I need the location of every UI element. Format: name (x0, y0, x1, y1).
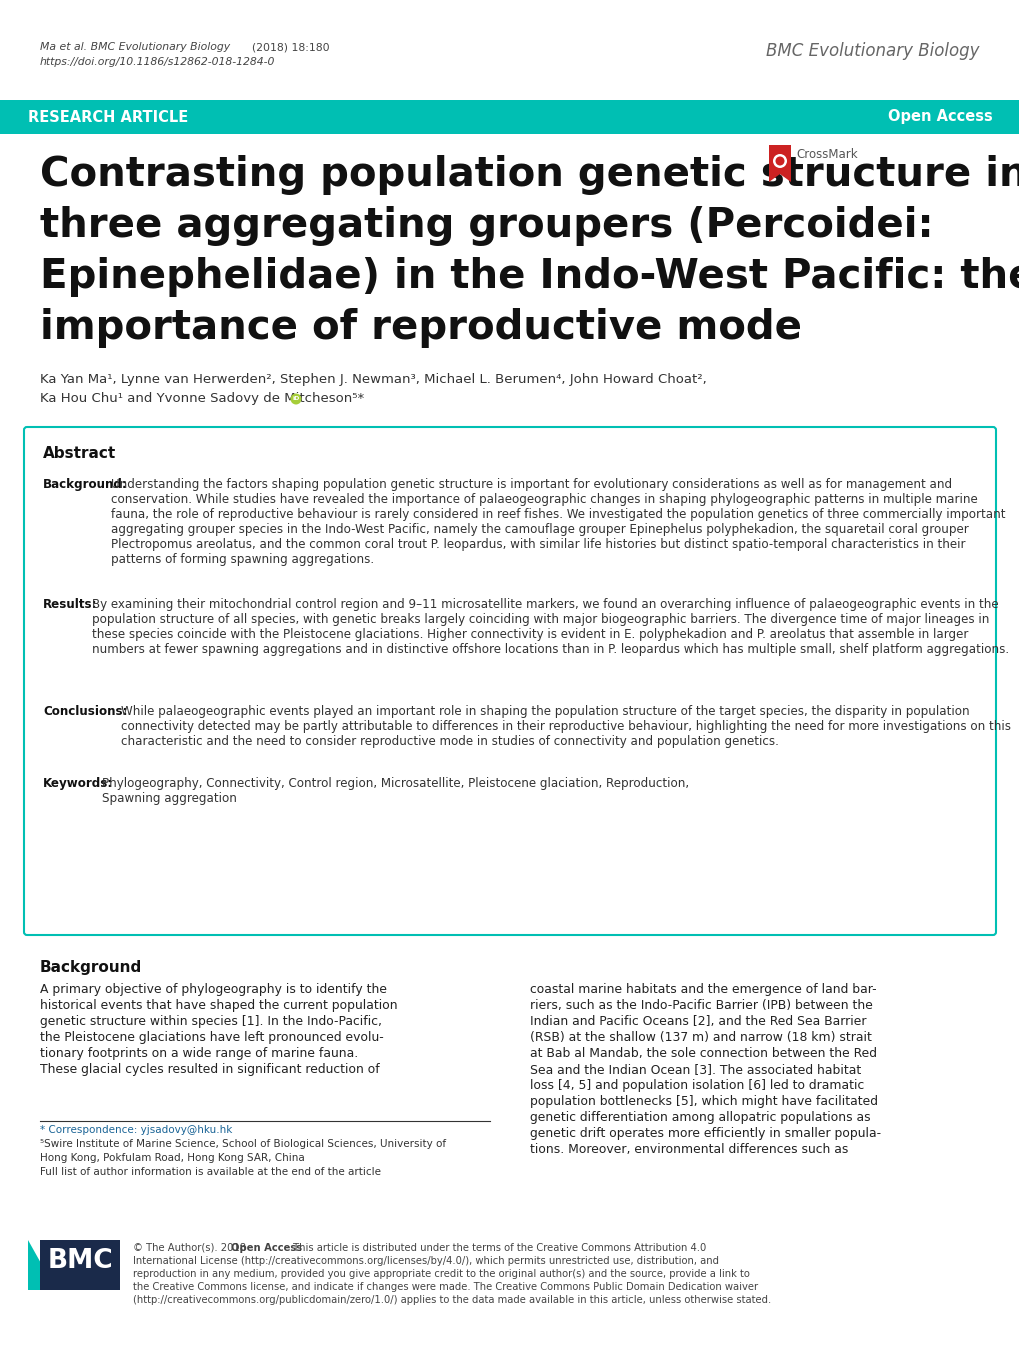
Text: Contrasting population genetic structure in: Contrasting population genetic structure… (40, 154, 1019, 195)
Text: iD: iD (292, 397, 300, 401)
Text: at Bab al Mandab, the sole connection between the Red: at Bab al Mandab, the sole connection be… (530, 1047, 876, 1060)
Text: genetic drift operates more efficiently in smaller popula-: genetic drift operates more efficiently … (530, 1127, 880, 1140)
Text: CrossMark: CrossMark (795, 148, 857, 161)
Circle shape (772, 154, 787, 168)
Text: genetic differentiation among allopatric populations as: genetic differentiation among allopatric… (530, 1111, 870, 1125)
Text: Hong Kong, Pokfulam Road, Hong Kong SAR, China: Hong Kong, Pokfulam Road, Hong Kong SAR,… (40, 1153, 305, 1163)
Bar (40, 1240, 120, 1290)
Text: Background:: Background: (43, 478, 127, 491)
Text: While palaeogeographic events played an important role in shaping the population: While palaeogeographic events played an … (121, 705, 1010, 748)
Text: population bottlenecks [5], which might have facilitated: population bottlenecks [5], which might … (530, 1095, 877, 1108)
Text: Understanding the factors shaping population genetic structure is important for : Understanding the factors shaping popula… (111, 478, 1005, 566)
Text: Phylogeography, Connectivity, Control region, Microsatellite, Pleistocene glacia: Phylogeography, Connectivity, Control re… (102, 776, 689, 805)
Text: Ma et al. BMC Evolutionary Biology: Ma et al. BMC Evolutionary Biology (40, 42, 230, 51)
Text: © The Author(s). 2018: © The Author(s). 2018 (132, 1243, 249, 1253)
Text: the Pleistocene glaciations have left pronounced evolu-: the Pleistocene glaciations have left pr… (40, 1031, 383, 1043)
Text: loss [4, 5] and population isolation [6] led to dramatic: loss [4, 5] and population isolation [6]… (530, 1079, 863, 1092)
Text: RESEARCH ARTICLE: RESEARCH ARTICLE (28, 110, 189, 125)
Text: Ka Hou Chu¹ and Yvonne Sadovy de Mitcheson⁵*: Ka Hou Chu¹ and Yvonne Sadovy de Mitches… (40, 392, 364, 405)
Text: three aggregating groupers (Percoidei:: three aggregating groupers (Percoidei: (40, 206, 932, 247)
Polygon shape (28, 1240, 56, 1290)
Text: Keywords:: Keywords: (43, 776, 113, 790)
Text: Background: Background (40, 959, 142, 976)
Text: Full list of author information is available at the end of the article: Full list of author information is avail… (40, 1167, 381, 1177)
Text: This article is distributed under the terms of the Creative Commons Attribution : This article is distributed under the te… (289, 1243, 705, 1253)
Text: (http://creativecommons.org/publicdomain/zero/1.0/) applies to the data made ava: (http://creativecommons.org/publicdomain… (132, 1295, 770, 1305)
Text: reproduction in any medium, provided you give appropriate credit to the original: reproduction in any medium, provided you… (132, 1270, 749, 1279)
Text: (RSB) at the shallow (137 m) and narrow (18 km) strait: (RSB) at the shallow (137 m) and narrow … (530, 1031, 871, 1043)
Text: Indian and Pacific Oceans [2], and the Red Sea Barrier: Indian and Pacific Oceans [2], and the R… (530, 1015, 866, 1028)
Text: Results:: Results: (43, 598, 98, 611)
Text: Open Access: Open Access (230, 1243, 302, 1253)
Bar (0, 100, 1019, 134)
Text: Conclusions:: Conclusions: (43, 705, 127, 718)
Text: https://doi.org/10.1186/s12862-018-1284-0: https://doi.org/10.1186/s12862-018-1284-… (40, 57, 275, 66)
Text: historical events that have shaped the current population: historical events that have shaped the c… (40, 999, 397, 1012)
Text: coastal marine habitats and the emergence of land bar-: coastal marine habitats and the emergenc… (530, 982, 875, 996)
Polygon shape (768, 145, 790, 182)
Text: tions. Moreover, environmental differences such as: tions. Moreover, environmental differenc… (530, 1144, 848, 1156)
Text: Open Access: Open Access (888, 110, 993, 125)
Text: ⁵Swire Institute of Marine Science, School of Biological Sciences, University of: ⁵Swire Institute of Marine Science, Scho… (40, 1140, 445, 1149)
Text: (2018) 18:180: (2018) 18:180 (252, 42, 329, 51)
Text: riers, such as the Indo-Pacific Barrier (IPB) between the: riers, such as the Indo-Pacific Barrier … (530, 999, 872, 1012)
Text: These glacial cycles resulted in significant reduction of: These glacial cycles resulted in signifi… (40, 1064, 379, 1076)
Text: genetic structure within species [1]. In the Indo-Pacific,: genetic structure within species [1]. In… (40, 1015, 382, 1028)
Text: Epinephelidae) in the Indo-West Pacific: the: Epinephelidae) in the Indo-West Pacific:… (40, 257, 1019, 297)
Text: BMC Evolutionary Biology: BMC Evolutionary Biology (765, 42, 979, 60)
Text: BMC: BMC (47, 1248, 113, 1274)
Text: tionary footprints on a wide range of marine fauna.: tionary footprints on a wide range of ma… (40, 1047, 358, 1060)
Text: importance of reproductive mode: importance of reproductive mode (40, 308, 801, 348)
Text: By examining their mitochondrial control region and 9–11 microsatellite markers,: By examining their mitochondrial control… (92, 598, 1008, 656)
Text: Sea and the Indian Ocean [3]. The associated habitat: Sea and the Indian Ocean [3]. The associ… (530, 1064, 860, 1076)
Text: Abstract: Abstract (43, 446, 116, 461)
FancyBboxPatch shape (24, 427, 995, 935)
Text: A primary objective of phylogeography is to identify the: A primary objective of phylogeography is… (40, 982, 386, 996)
Circle shape (290, 393, 302, 405)
Text: International License (http://creativecommons.org/licenses/by/4.0/), which permi: International License (http://creativeco… (132, 1256, 718, 1266)
Text: Ka Yan Ma¹, Lynne van Herwerden², Stephen J. Newman³, Michael L. Berumen⁴, John : Ka Yan Ma¹, Lynne van Herwerden², Stephe… (40, 373, 706, 386)
Circle shape (774, 156, 784, 165)
Text: * Correspondence: yjsadovy@hku.hk: * Correspondence: yjsadovy@hku.hk (40, 1125, 232, 1135)
Text: the Creative Commons license, and indicate if changes were made. The Creative Co: the Creative Commons license, and indica… (132, 1282, 757, 1293)
